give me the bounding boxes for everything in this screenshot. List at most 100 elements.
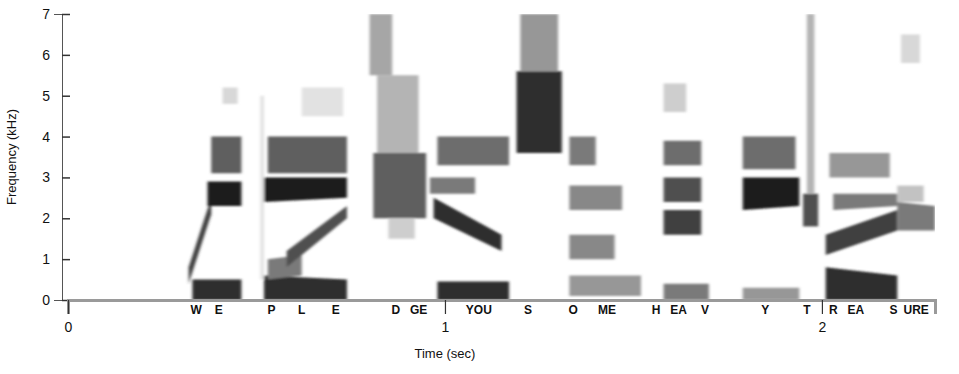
band bbox=[664, 210, 702, 235]
annotation: Y bbox=[761, 303, 769, 317]
band bbox=[807, 14, 815, 194]
annotation: P bbox=[268, 303, 276, 317]
x-tick-mark bbox=[68, 300, 69, 314]
x-tick: 1 bbox=[442, 300, 450, 335]
chart: 01234567012WEPLEDGEYOUSOMEHEAVYTREASURET… bbox=[0, 0, 959, 374]
y-tick-label: 7 bbox=[42, 6, 50, 22]
y-tick-mark bbox=[62, 218, 70, 220]
y-tick: 3 bbox=[42, 169, 70, 185]
band bbox=[370, 14, 393, 75]
y-tick-mark bbox=[62, 55, 70, 57]
band bbox=[826, 210, 898, 255]
band bbox=[664, 284, 709, 300]
y-tick: 0 bbox=[42, 292, 70, 308]
x-tick-mark bbox=[445, 300, 446, 314]
annotation: R bbox=[829, 303, 838, 317]
y-tick-label: 3 bbox=[42, 169, 50, 185]
band bbox=[264, 275, 347, 300]
y-axis: 0 1 2 3 4 5 6 7 bbox=[42, 6, 70, 308]
y-tick-label: 5 bbox=[42, 88, 50, 104]
y-tick-label: 2 bbox=[42, 210, 50, 226]
annotation: E bbox=[215, 303, 223, 317]
band bbox=[207, 182, 241, 207]
annotation: ME bbox=[598, 303, 616, 317]
band bbox=[268, 137, 347, 174]
annotation: E bbox=[332, 303, 340, 317]
band bbox=[437, 282, 509, 300]
band bbox=[517, 71, 562, 153]
band bbox=[664, 141, 702, 166]
x-tick: 2 bbox=[819, 300, 827, 335]
band bbox=[743, 288, 800, 300]
annotation: URE bbox=[903, 303, 928, 317]
bands bbox=[189, 14, 935, 300]
annotation: YOU bbox=[466, 303, 492, 317]
band bbox=[664, 177, 702, 202]
y-tick-mark bbox=[62, 136, 70, 138]
band bbox=[189, 198, 212, 284]
band bbox=[569, 186, 622, 211]
band bbox=[569, 137, 595, 166]
band bbox=[287, 206, 347, 267]
annotation: L bbox=[298, 303, 305, 317]
y-tick-label: 6 bbox=[42, 47, 50, 63]
band bbox=[430, 177, 475, 193]
annotation: W bbox=[191, 303, 203, 317]
band bbox=[803, 194, 818, 227]
annotation: H bbox=[652, 303, 661, 317]
x-tick-label: 0 bbox=[65, 319, 73, 335]
annotation: EA bbox=[848, 303, 865, 317]
y-tick-label: 1 bbox=[42, 251, 50, 267]
band-layer bbox=[189, 14, 935, 300]
band bbox=[264, 177, 347, 202]
band bbox=[377, 75, 418, 153]
y-tick-mark bbox=[62, 14, 70, 16]
band bbox=[897, 202, 935, 231]
x-axis: 0 1 2 bbox=[65, 300, 936, 335]
annotation: T bbox=[803, 303, 811, 317]
annotation: GE bbox=[410, 303, 427, 317]
band bbox=[520, 14, 558, 71]
band bbox=[223, 88, 238, 104]
band bbox=[569, 235, 614, 260]
band bbox=[437, 137, 509, 166]
y-tick-label: 0 bbox=[42, 292, 50, 308]
band bbox=[664, 83, 687, 112]
y-tick: 4 bbox=[42, 129, 70, 145]
annotation: D bbox=[392, 303, 401, 317]
y-axis-line bbox=[54, 15, 63, 301]
band bbox=[901, 34, 920, 63]
plot: 01234567012WEPLEDGEYOUSOMEHEAVYTREASURET… bbox=[42, 6, 935, 361]
y-tick: 7 bbox=[42, 6, 70, 22]
annotation: EA bbox=[670, 303, 687, 317]
band bbox=[211, 137, 241, 174]
annotation: V bbox=[701, 303, 709, 317]
y-tick: 5 bbox=[42, 88, 70, 104]
band bbox=[829, 153, 889, 178]
band bbox=[373, 153, 426, 218]
band bbox=[434, 198, 502, 251]
band bbox=[833, 194, 897, 210]
x-tick: 0 bbox=[65, 300, 73, 335]
annotation: S bbox=[890, 303, 898, 317]
x-tick-label: 2 bbox=[819, 319, 827, 335]
x-axis-title: Time (sec) bbox=[415, 346, 476, 361]
band bbox=[302, 88, 343, 117]
band bbox=[743, 177, 800, 210]
band bbox=[743, 137, 796, 170]
y-axis-title: Frequency (kHz) bbox=[4, 109, 19, 205]
y-tick-mark bbox=[62, 95, 70, 97]
band bbox=[569, 275, 641, 295]
y-tick: 1 bbox=[42, 251, 70, 267]
y-tick-label: 4 bbox=[42, 129, 50, 145]
x-tick-label: 1 bbox=[442, 319, 450, 335]
y-tick: 6 bbox=[42, 47, 70, 63]
band bbox=[897, 186, 923, 202]
annotation: O bbox=[568, 303, 577, 317]
band bbox=[192, 280, 241, 300]
annotations: WEPLEDGEYOUSOMEHEAVYTREASURE bbox=[191, 303, 929, 317]
y-tick: 2 bbox=[42, 210, 70, 226]
y-tick-mark bbox=[62, 177, 70, 179]
band bbox=[260, 96, 264, 280]
band bbox=[826, 267, 898, 300]
